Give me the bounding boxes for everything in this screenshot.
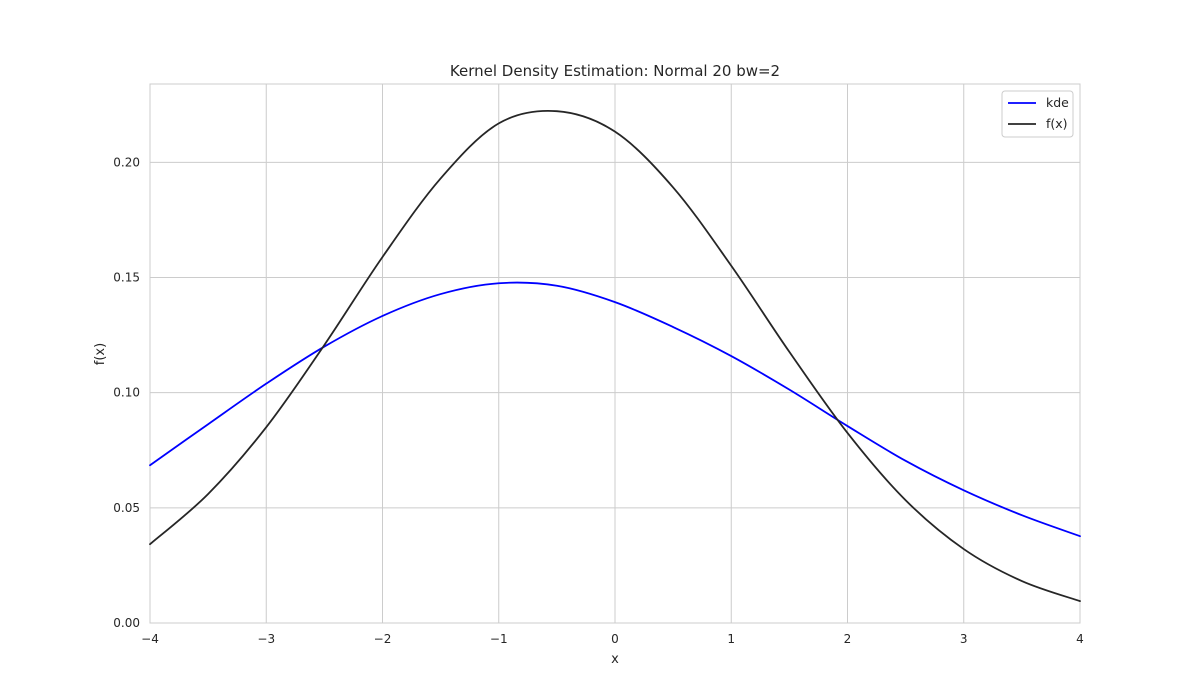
grid-layer (149, 84, 1081, 624)
fx-line (149, 109, 1081, 603)
kde-line (149, 281, 1081, 538)
x-tick-label: −3 (257, 632, 275, 646)
y-tick-label: 0.10 (113, 386, 140, 400)
y-axis-label: f(x) (93, 343, 108, 365)
chart-title: Kernel Density Estimation: Normal 20 bw=… (450, 62, 780, 80)
x-tick-label: 0 (611, 632, 619, 646)
legend-fx-label: f(x) (1046, 116, 1068, 131)
y-tick-label: 0.05 (113, 501, 140, 515)
legend-kde-label: kde (1046, 95, 1069, 110)
y-tick-label: 0.00 (113, 616, 140, 630)
x-tick-label: −4 (141, 632, 159, 646)
x-tick-label: −1 (490, 632, 508, 646)
x-axis-label: x (611, 652, 619, 667)
series-layer (149, 109, 1081, 603)
y-tick-label: 0.20 (113, 155, 140, 169)
tick-label-layer: −4 −3 −2 −1 0 1 2 3 4 0.00 0.05 0.10 0.15 0.20 (113, 155, 1084, 646)
x-tick-label: 4 (1076, 632, 1084, 646)
x-tick-label: 1 (727, 632, 735, 646)
legend: kde f(x) (1001, 90, 1074, 138)
x-tick-label: 3 (960, 632, 968, 646)
plot-area-frame (149, 83, 1081, 624)
x-tick-label: −2 (374, 632, 392, 646)
x-tick-label: 2 (844, 632, 852, 646)
y-tick-label: 0.15 (113, 270, 140, 284)
